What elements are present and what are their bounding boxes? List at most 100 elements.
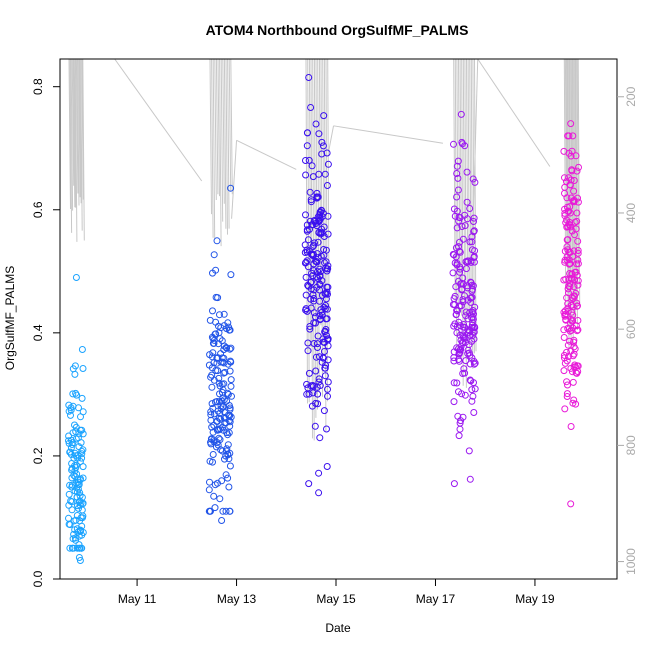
data-point: [70, 454, 78, 462]
pressure-transit: [477, 58, 551, 167]
data-point: [227, 184, 235, 192]
data-point: [208, 400, 216, 408]
data-point: [309, 221, 317, 229]
data-point: [226, 357, 234, 365]
data-point: [560, 334, 568, 341]
y-axis-label: OrgSulfMF_PALMS: [3, 266, 17, 370]
data-point: [575, 163, 582, 171]
right-tick-label: 400: [624, 203, 638, 223]
data-point: [468, 246, 476, 254]
data-point: [323, 305, 331, 313]
data-point: [573, 302, 581, 310]
data-point: [323, 463, 331, 470]
data-point: [564, 341, 572, 349]
data-point: [313, 383, 321, 391]
data-point: [220, 414, 228, 421]
data-point: [79, 514, 86, 522]
data-point: [315, 353, 323, 361]
data-point: [561, 212, 569, 220]
data-point: [209, 335, 217, 342]
data-point: [310, 295, 318, 302]
data-point: [305, 480, 313, 488]
data-point: [570, 198, 578, 206]
data-point: [308, 278, 315, 286]
data-point: [566, 181, 574, 189]
data-point: [561, 256, 569, 264]
data-point: [317, 306, 325, 314]
data-point: [214, 367, 222, 375]
data-point: [78, 394, 86, 402]
data-point: [216, 409, 224, 417]
data-point: [71, 487, 79, 495]
data-point: [459, 370, 467, 377]
data-point: [469, 313, 477, 321]
data-point: [574, 281, 582, 289]
data-point: [461, 334, 469, 342]
data-point: [227, 413, 235, 421]
data-point: [78, 426, 86, 434]
data-point: [209, 428, 217, 436]
data-point: [456, 268, 464, 276]
data-point: [455, 432, 463, 440]
data-point: [212, 266, 220, 274]
data-point: [564, 300, 572, 308]
data-point: [304, 263, 312, 271]
data-point: [561, 405, 569, 413]
data-point: [303, 307, 311, 315]
data-point: [569, 378, 577, 386]
data-point: [565, 282, 573, 290]
data-point: [563, 348, 570, 356]
pressure-transit: [231, 140, 238, 219]
data-point: [459, 413, 467, 421]
data-point: [571, 231, 578, 239]
right-tick-label: 600: [624, 319, 638, 339]
data-point: [568, 294, 576, 301]
data-point: [574, 198, 582, 206]
data-point: [315, 130, 323, 138]
data-point: [564, 236, 572, 244]
data-point: [210, 438, 218, 446]
data-point: [77, 499, 85, 507]
data-point: [570, 177, 578, 184]
data-point: [209, 451, 217, 458]
data-point: [205, 486, 213, 494]
data-point: [214, 340, 222, 348]
data-point: [305, 369, 313, 377]
data-point: [208, 364, 216, 372]
data-point: [461, 391, 469, 399]
data-point: [324, 378, 332, 386]
data-point: [470, 360, 478, 368]
data-point: [314, 238, 322, 246]
data-point: [470, 328, 478, 336]
data-point: [321, 259, 328, 267]
data-point: [79, 463, 87, 471]
data-point: [568, 275, 576, 283]
data-point: [316, 434, 324, 442]
data-point: [315, 469, 323, 477]
data-point: [318, 207, 325, 215]
data-point: [560, 147, 568, 155]
data-point: [221, 419, 229, 427]
data-point: [565, 132, 573, 140]
data-point: [309, 389, 317, 397]
x-tick-label: May 17: [416, 592, 456, 606]
data-point: [216, 390, 223, 398]
data-point: [79, 408, 87, 416]
data-point: [215, 322, 222, 330]
data-point: [304, 129, 311, 137]
right-tick-label: 1000: [624, 548, 638, 575]
data-point: [306, 323, 314, 330]
data-point: [226, 422, 234, 430]
data-point: [74, 478, 82, 486]
data-point: [210, 251, 218, 259]
data-point: [65, 490, 73, 498]
data-point: [466, 475, 474, 483]
data-point: [454, 412, 462, 420]
data-point: [303, 380, 311, 388]
data-point: [456, 322, 464, 330]
data-point: [324, 160, 332, 168]
data-point: [459, 296, 467, 304]
data-point: [75, 404, 82, 412]
data-point: [65, 501, 73, 509]
data-point: [323, 283, 331, 291]
